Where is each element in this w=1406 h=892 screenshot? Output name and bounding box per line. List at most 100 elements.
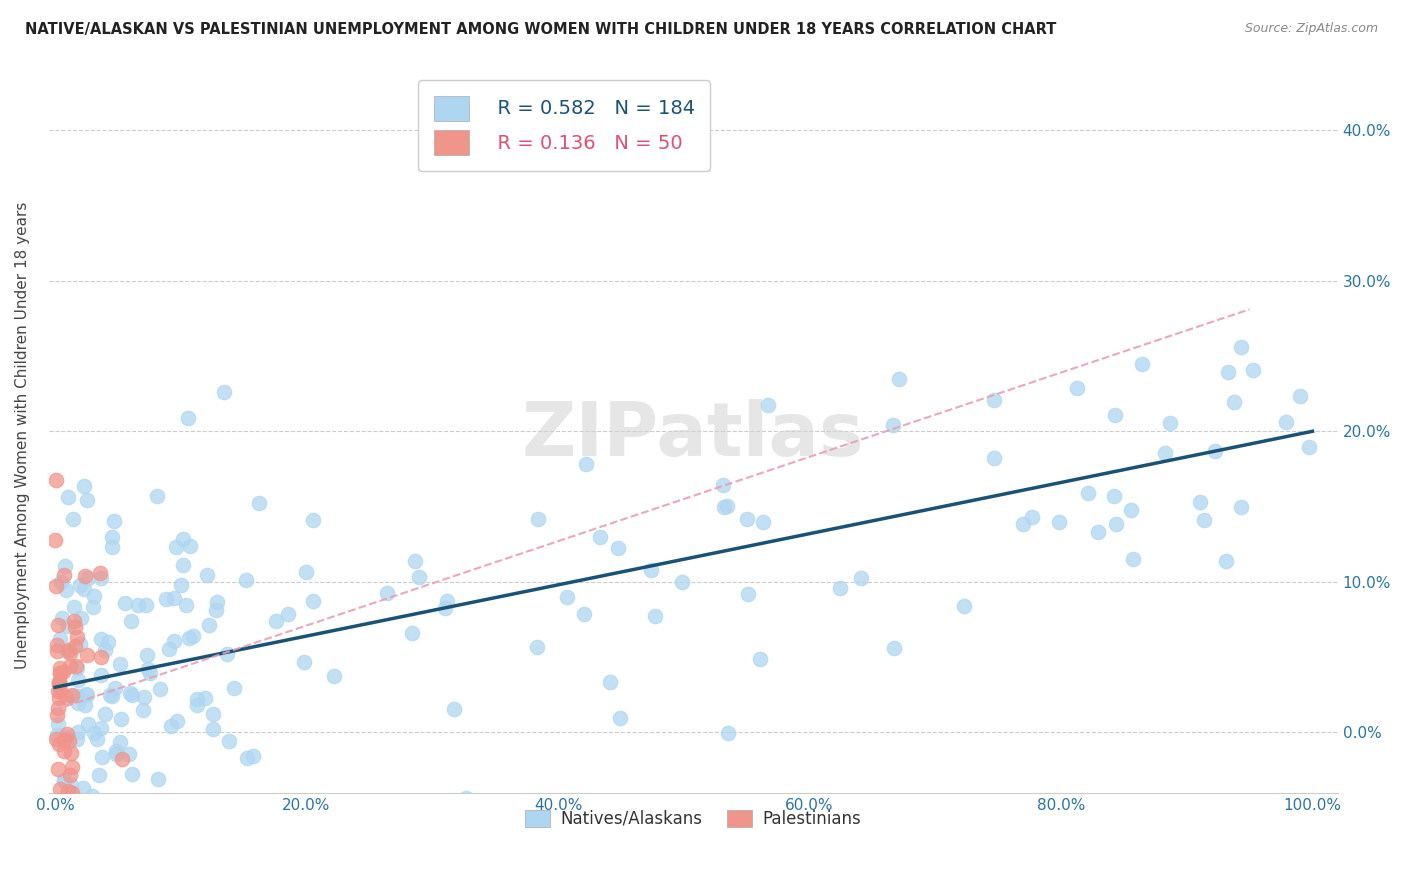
Point [46,708,69,723]
Point [120,614,142,628]
Point [121,767,143,781]
Point [48,691,70,706]
Point [121,688,143,702]
Point [1159,416,1181,430]
Point [45,473,67,487]
Point [323,669,346,683]
Point [1021,510,1043,524]
Point [45,732,67,747]
Point [195,568,218,582]
Point [72,582,94,596]
Point [155,591,177,606]
Point [44,533,66,548]
Point [889,372,911,386]
Point [242,749,264,764]
Point [266,614,288,628]
Point [170,578,193,592]
Point [1289,389,1312,403]
Point [118,747,141,761]
Point [53,774,76,789]
Point [63,620,86,634]
Point [49,666,72,681]
Point [207,595,229,609]
Point [63,614,86,628]
Point [90,571,112,585]
Point [640,563,662,577]
Point [59,747,82,761]
Point [222,681,245,695]
Point [177,410,200,425]
Point [69,637,91,651]
Point [157,642,180,657]
Point [1130,357,1153,371]
Point [148,772,170,786]
Point [135,598,157,612]
Point [735,512,758,526]
Point [45,579,67,593]
Point [179,539,201,553]
Point [166,714,188,728]
Point [45,644,67,658]
Point [1275,415,1298,429]
Point [94,707,117,722]
Point [527,512,550,526]
Point [443,702,465,716]
Legend: Natives/Alaskans, Palestinians: Natives/Alaskans, Palestinians [519,803,868,834]
Point [1189,495,1212,509]
Point [67,724,90,739]
Point [125,838,148,852]
Point [526,640,548,654]
Point [599,675,621,690]
Point [75,687,97,701]
Point [89,566,111,581]
Point [882,417,904,432]
Point [1066,380,1088,394]
Point [1121,552,1143,566]
Point [76,571,98,585]
Point [849,572,872,586]
Point [53,568,76,582]
Point [90,632,112,646]
Point [60,689,83,703]
Point [49,632,72,646]
Point [589,530,612,544]
Point [136,648,159,662]
Point [97,635,120,649]
Point [174,598,197,612]
Point [108,735,131,749]
Point [165,541,187,555]
Point [186,698,208,713]
Point [104,681,127,695]
Point [65,659,87,673]
Point [90,667,112,681]
Point [101,540,124,554]
Point [748,651,770,665]
Point [671,574,693,589]
Point [73,698,96,712]
Point [149,681,172,696]
Point [145,490,167,504]
Point [89,722,111,736]
Point [56,784,79,798]
Point [1230,500,1253,514]
Point [53,772,76,787]
Point [218,734,240,748]
Point [58,643,80,657]
Point [163,591,186,605]
Point [1105,517,1128,532]
Point [105,744,128,758]
Point [51,611,73,625]
Point [644,608,666,623]
Point [292,655,315,669]
Point [98,688,121,702]
Point [983,450,1005,465]
Point [48,676,70,690]
Point [46,684,69,698]
Point [55,805,77,819]
Point [132,690,155,704]
Point [103,514,125,528]
Point [72,781,94,796]
Point [883,640,905,655]
Text: NATIVE/ALASKAN VS PALESTINIAN UNEMPLOYMENT AMONG WOMEN WITH CHILDREN UNDER 18 YE: NATIVE/ALASKAN VS PALESTINIAN UNEMPLOYME… [25,22,1057,37]
Point [69,611,91,625]
